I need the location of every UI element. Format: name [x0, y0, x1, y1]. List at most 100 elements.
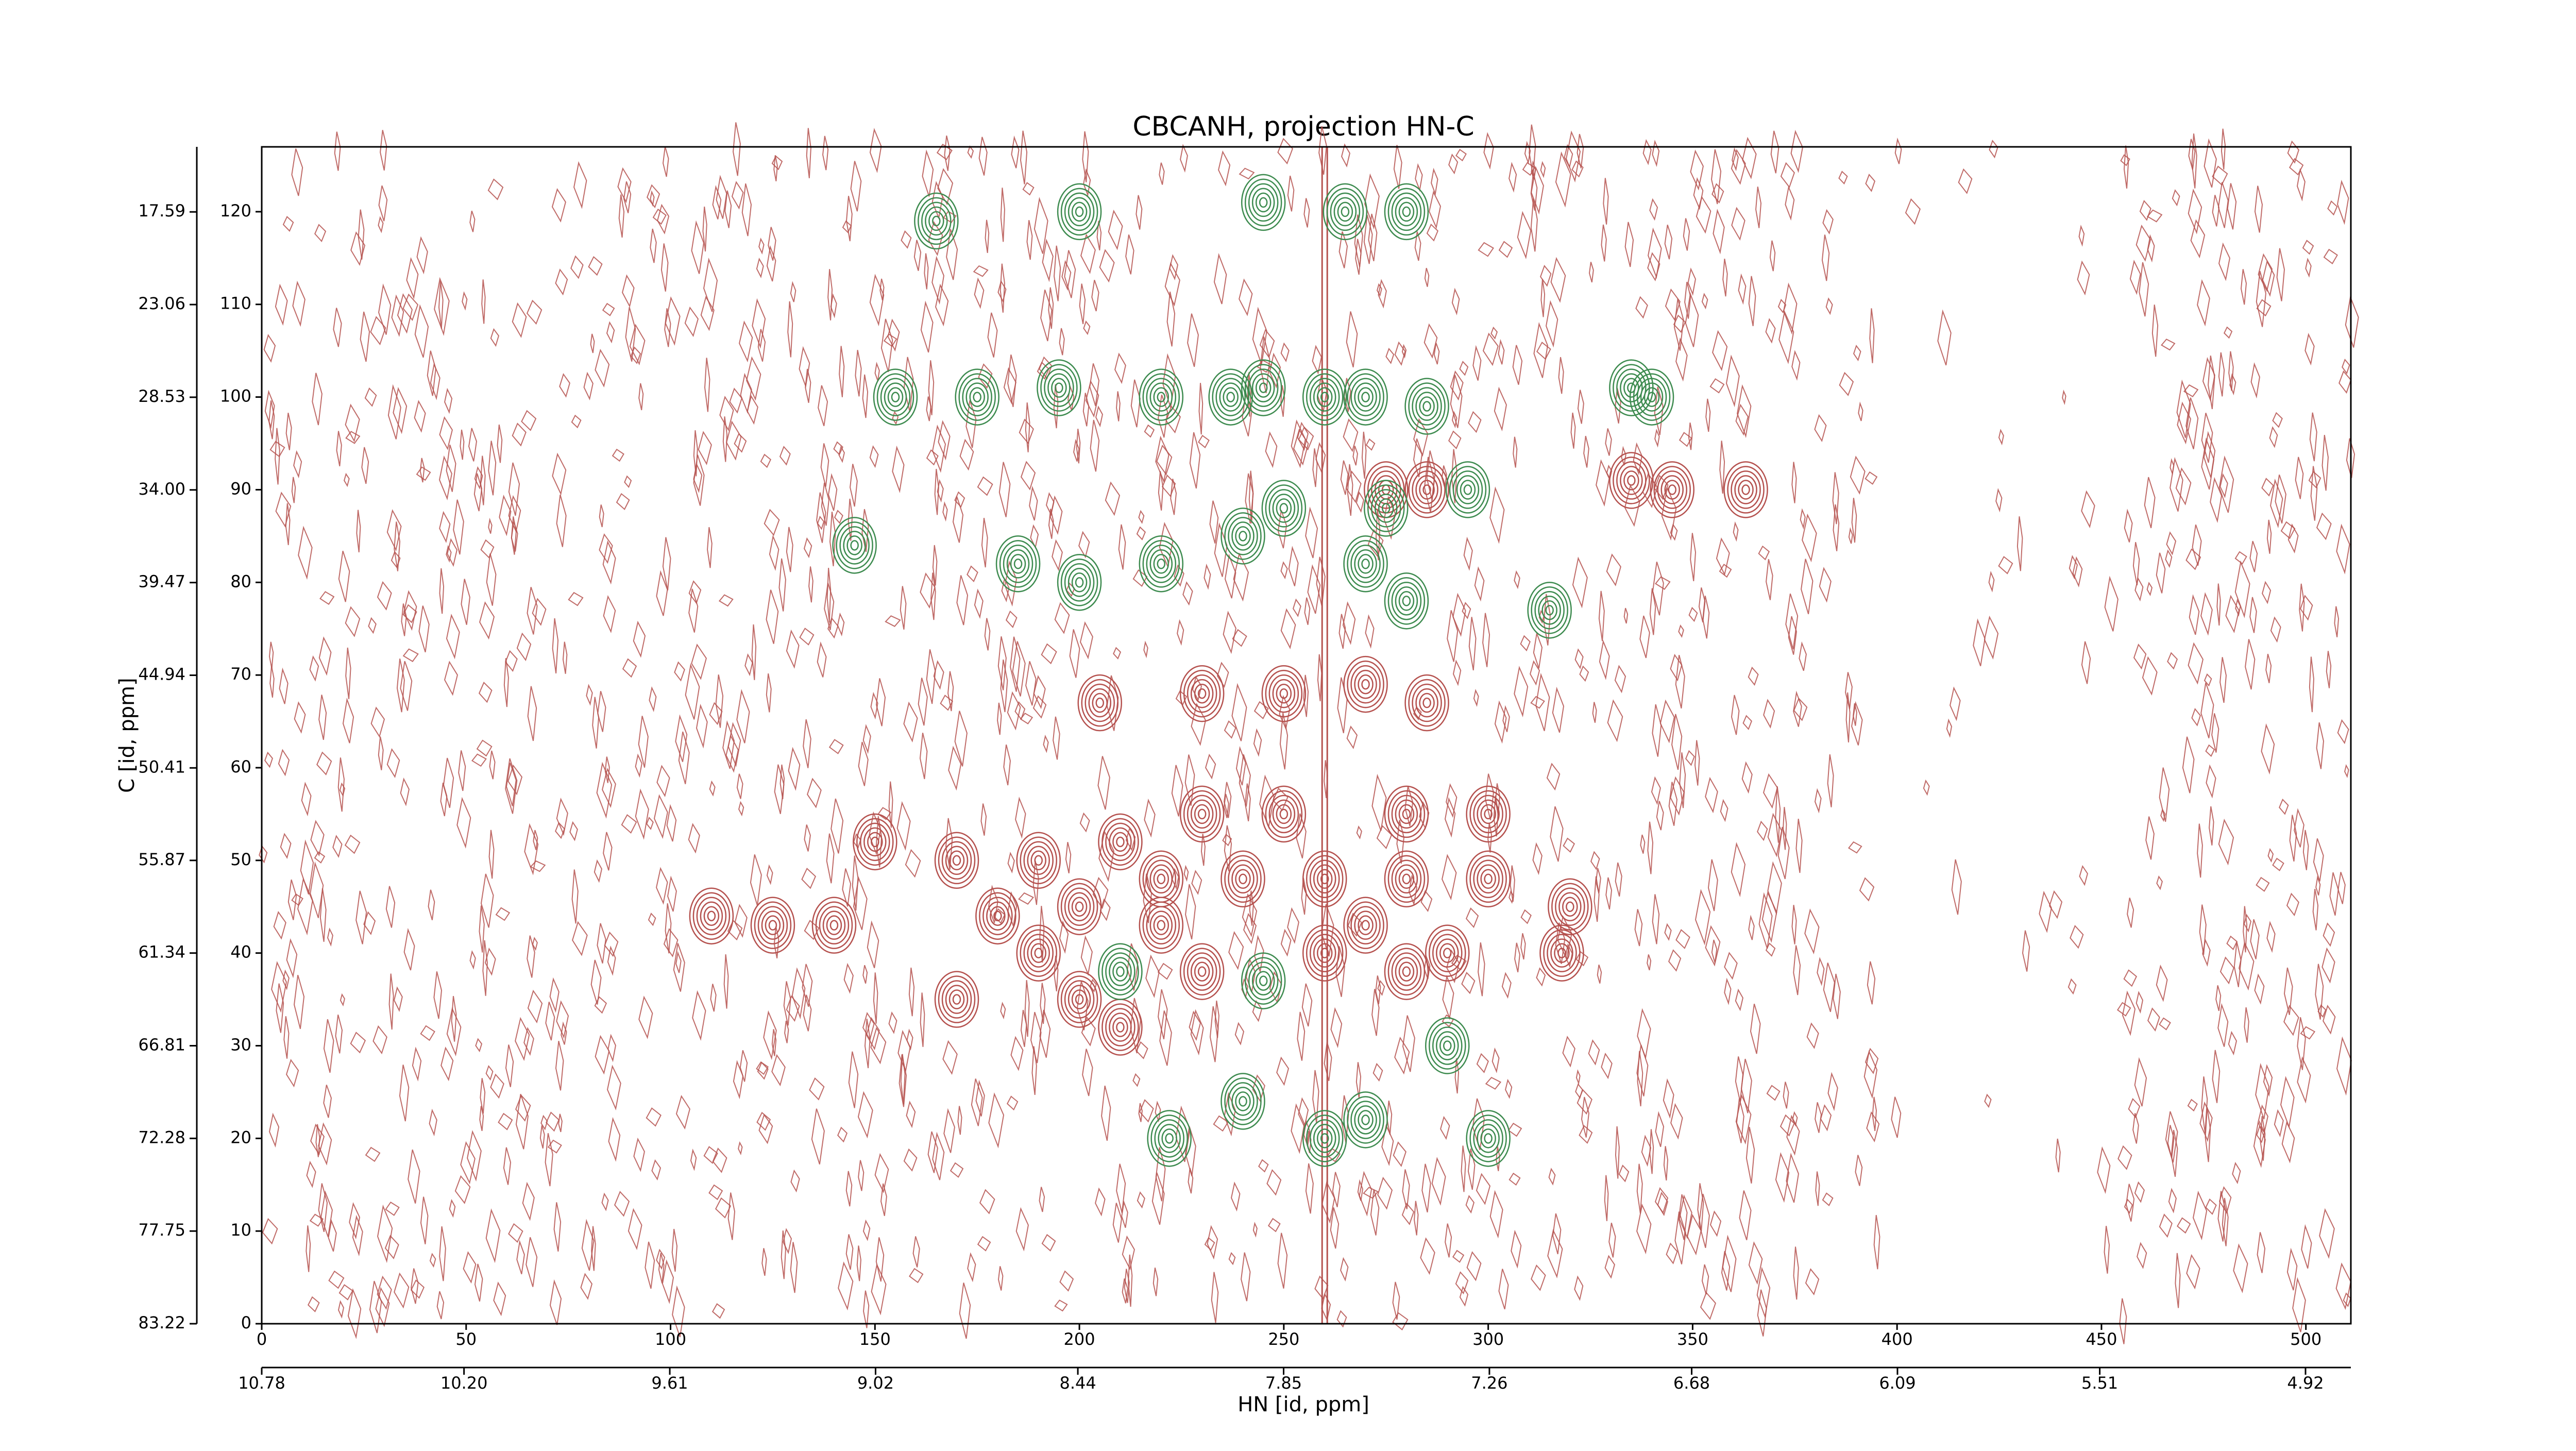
peak: [853, 813, 897, 871]
contour-level: [1183, 669, 1221, 718]
noise-contour: [446, 444, 456, 492]
noise-contour: [954, 491, 965, 508]
y2-tick-label: 55.87: [138, 850, 185, 869]
noise-contour: [467, 1130, 482, 1182]
contour-level: [1343, 897, 1388, 954]
contour-level: [1473, 795, 1503, 834]
noise-contour: [725, 734, 739, 773]
noise-contour: [1496, 1146, 1500, 1171]
contour-level: [1020, 836, 1057, 885]
peak: [1098, 813, 1143, 871]
noise-contour: [1675, 929, 1690, 949]
contour-level: [1027, 938, 1050, 968]
noise-contour: [1581, 1096, 1589, 1138]
noise-contour: [2206, 764, 2216, 799]
noise-contour: [338, 1284, 353, 1301]
noise-contour: [1032, 861, 1039, 905]
contour-level: [1391, 795, 1422, 834]
noise-contour: [1079, 621, 1093, 660]
peak: [1037, 359, 1081, 416]
noise-contour: [1642, 139, 1652, 165]
noise-contour: [712, 185, 722, 220]
noise-contour: [571, 414, 582, 429]
peak: [1302, 1110, 1347, 1167]
noise-contour: [2217, 1191, 2227, 1242]
contour-level: [1047, 373, 1071, 402]
noise-contour: [2104, 1226, 2110, 1274]
contour-level: [1363, 480, 1409, 537]
contour-level: [1212, 373, 1249, 421]
noise-contour: [419, 458, 425, 483]
noise-contour: [1025, 661, 1037, 706]
noise-contour: [998, 462, 1011, 517]
noise-contour: [1083, 168, 1091, 197]
contour-level: [1415, 475, 1438, 504]
noise-contour: [1832, 472, 1839, 525]
contour-level: [1010, 554, 1026, 574]
noise-contour: [1426, 450, 1436, 501]
contour-level: [819, 906, 850, 944]
noise-contour: [926, 396, 931, 421]
noise-contour: [1065, 842, 1072, 873]
noise-contour: [715, 1197, 732, 1219]
ridge: [1321, 147, 1328, 1324]
noise-contour: [1472, 345, 1482, 381]
noise-contour: [633, 620, 646, 658]
peak: [832, 517, 877, 574]
noise-contour: [803, 537, 812, 559]
noise-contour: [997, 636, 1007, 690]
noise-contour: [1733, 521, 1739, 542]
contour-level: [1157, 873, 1166, 885]
noise-contour: [1346, 726, 1358, 749]
noise-contour: [599, 533, 613, 564]
contour-level: [750, 897, 795, 954]
noise-contour: [474, 1263, 483, 1302]
noise-contour: [2286, 892, 2299, 917]
contour-level: [952, 994, 961, 1005]
contour-level: [1429, 929, 1466, 977]
contour-level: [1309, 859, 1340, 899]
noise-contour: [345, 431, 361, 444]
contour-level: [1398, 590, 1415, 611]
noise-contour: [1052, 539, 1063, 571]
noise-contour: [1806, 1022, 1819, 1049]
noise-contour: [393, 986, 403, 1012]
noise-contour: [822, 136, 829, 171]
noise-contour: [2270, 478, 2283, 529]
contour-level: [1116, 966, 1125, 977]
noise-contour: [522, 1182, 535, 1221]
noise-contour: [803, 719, 811, 768]
noise-contour: [1463, 536, 1473, 571]
noise-contour: [1853, 345, 1861, 362]
noise-contour: [396, 659, 405, 713]
noise-contour: [427, 350, 436, 396]
noise-contour: [979, 1189, 995, 1214]
contour-level: [1531, 586, 1568, 634]
noise-contour: [505, 758, 518, 814]
noise-contour: [1305, 507, 1318, 559]
contour-level: [1228, 517, 1258, 555]
noise-contour: [1666, 1242, 1678, 1264]
noise-contour: [1280, 385, 1285, 417]
noise-contour: [874, 1153, 889, 1193]
contour-level: [1477, 864, 1500, 894]
contour-level: [1105, 822, 1136, 862]
contour-level: [1449, 466, 1487, 514]
noise-contour: [1758, 545, 1770, 561]
noise-contour: [1039, 905, 1045, 963]
noise-contour: [285, 412, 292, 450]
noise-contour: [692, 990, 706, 1041]
noise-contour: [1125, 234, 1134, 275]
contour-level: [1020, 929, 1057, 977]
noise-contour: [2172, 189, 2180, 207]
noise-contour: [460, 429, 465, 460]
noise-contour: [375, 1287, 390, 1327]
contour-level: [1098, 813, 1143, 871]
contour-level: [836, 521, 873, 569]
x2-tick-label: 5.51: [2081, 1373, 2118, 1393]
noise-contour: [1637, 1008, 1651, 1060]
noise-contour: [1455, 148, 1467, 162]
noise-contour: [555, 822, 565, 839]
contour-level: [1484, 808, 1493, 820]
noise-contour: [756, 257, 764, 278]
